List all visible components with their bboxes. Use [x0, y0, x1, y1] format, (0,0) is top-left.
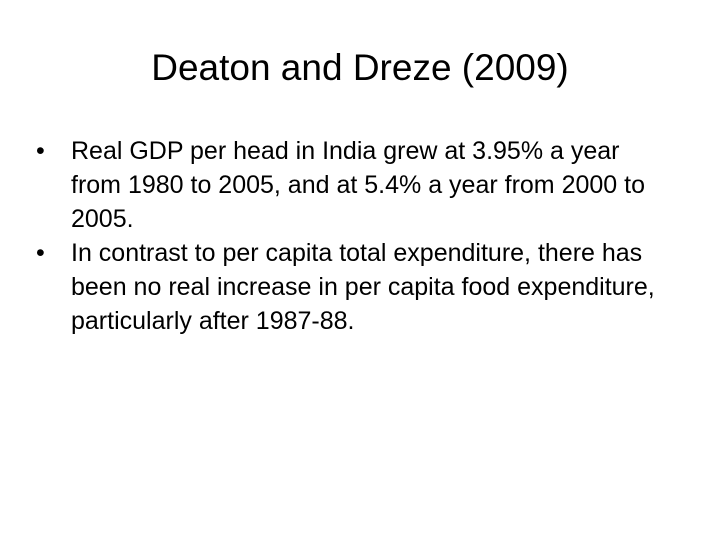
slide-title: Deaton and Dreze (2009) — [151, 47, 569, 88]
bullet-text-1: Real GDP per head in India grew at 3.95%… — [71, 137, 645, 233]
bullet-item-2: • In contrast to per capita total expend… — [36, 236, 676, 338]
bullet-item-1: • Real GDP per head in India grew at 3.9… — [36, 134, 676, 236]
bullet-glyph-icon: • — [36, 239, 45, 267]
bullet-glyph-icon: • — [36, 137, 45, 165]
bullet-list: • Real GDP per head in India grew at 3.9… — [36, 134, 676, 338]
bullet-text-2: In contrast to per capita total expendit… — [71, 239, 655, 335]
